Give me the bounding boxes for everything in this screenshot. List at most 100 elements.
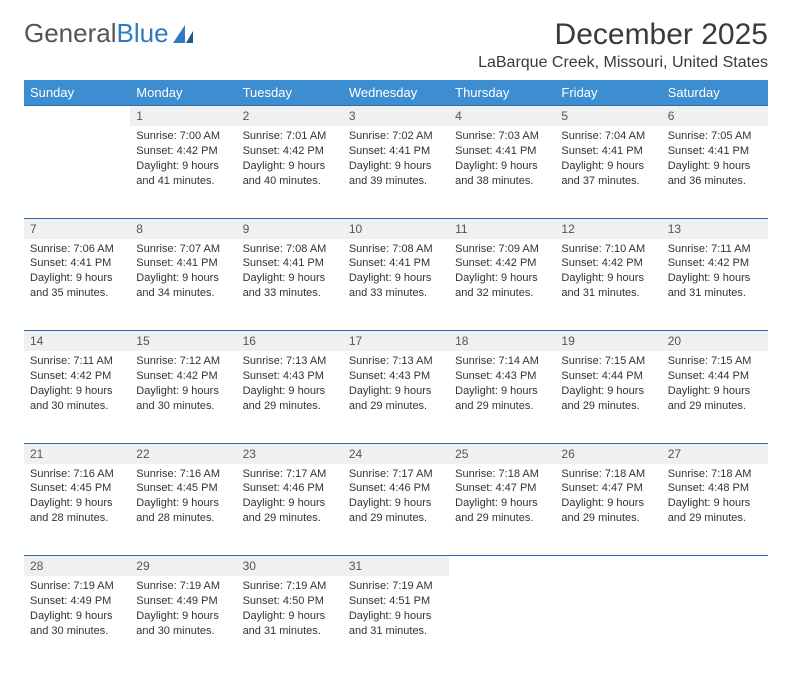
weekday-header: Wednesday bbox=[343, 80, 449, 106]
day-detail-cell: Sunrise: 7:09 AMSunset: 4:42 PMDaylight:… bbox=[449, 239, 555, 331]
daylight-text-1: Daylight: 9 hours bbox=[349, 271, 443, 286]
day-number-cell: 14 bbox=[24, 331, 130, 352]
day-number-cell: 24 bbox=[343, 443, 449, 464]
daylight-text-1: Daylight: 9 hours bbox=[136, 384, 230, 399]
day-detail-row: Sunrise: 7:16 AMSunset: 4:45 PMDaylight:… bbox=[24, 464, 768, 556]
page-header: GeneralBlue December 2025 LaBarque Creek… bbox=[24, 18, 768, 72]
sunrise-text: Sunrise: 7:15 AM bbox=[561, 354, 655, 369]
day-detail-cell bbox=[662, 576, 768, 668]
daylight-text-1: Daylight: 9 hours bbox=[349, 496, 443, 511]
day-number-cell: 21 bbox=[24, 443, 130, 464]
sunset-text: Sunset: 4:43 PM bbox=[349, 369, 443, 384]
daylight-text-1: Daylight: 9 hours bbox=[561, 384, 655, 399]
sunset-text: Sunset: 4:41 PM bbox=[30, 256, 124, 271]
sunrise-text: Sunrise: 7:10 AM bbox=[561, 242, 655, 257]
day-number-cell bbox=[662, 556, 768, 577]
daylight-text-2: and 38 minutes. bbox=[455, 174, 549, 189]
day-number-row: 123456 bbox=[24, 106, 768, 127]
daylight-text-2: and 39 minutes. bbox=[349, 174, 443, 189]
sunset-text: Sunset: 4:45 PM bbox=[136, 481, 230, 496]
daylight-text-1: Daylight: 9 hours bbox=[455, 384, 549, 399]
daylight-text-2: and 29 minutes. bbox=[455, 399, 549, 414]
daylight-text-1: Daylight: 9 hours bbox=[30, 496, 124, 511]
daylight-text-2: and 29 minutes. bbox=[349, 399, 443, 414]
sunrise-text: Sunrise: 7:16 AM bbox=[136, 467, 230, 482]
sunset-text: Sunset: 4:49 PM bbox=[136, 594, 230, 609]
daylight-text-2: and 29 minutes. bbox=[668, 511, 762, 526]
day-number-cell: 30 bbox=[237, 556, 343, 577]
daylight-text-1: Daylight: 9 hours bbox=[349, 609, 443, 624]
sunset-text: Sunset: 4:50 PM bbox=[243, 594, 337, 609]
sunset-text: Sunset: 4:41 PM bbox=[243, 256, 337, 271]
daylight-text-2: and 31 minutes. bbox=[668, 286, 762, 301]
day-number-row: 78910111213 bbox=[24, 218, 768, 239]
sunset-text: Sunset: 4:47 PM bbox=[455, 481, 549, 496]
sunset-text: Sunset: 4:43 PM bbox=[455, 369, 549, 384]
day-detail-cell: Sunrise: 7:11 AMSunset: 4:42 PMDaylight:… bbox=[24, 351, 130, 443]
day-number-cell: 5 bbox=[555, 106, 661, 127]
day-number-cell: 28 bbox=[24, 556, 130, 577]
sunrise-text: Sunrise: 7:12 AM bbox=[136, 354, 230, 369]
day-detail-cell bbox=[24, 126, 130, 218]
sunset-text: Sunset: 4:42 PM bbox=[136, 144, 230, 159]
daylight-text-2: and 31 minutes. bbox=[561, 286, 655, 301]
day-detail-cell: Sunrise: 7:02 AMSunset: 4:41 PMDaylight:… bbox=[343, 126, 449, 218]
daylight-text-1: Daylight: 9 hours bbox=[243, 609, 337, 624]
daylight-text-2: and 34 minutes. bbox=[136, 286, 230, 301]
daylight-text-1: Daylight: 9 hours bbox=[668, 159, 762, 174]
calendar-page: GeneralBlue December 2025 LaBarque Creek… bbox=[0, 0, 792, 686]
day-number-cell: 4 bbox=[449, 106, 555, 127]
daylight-text-2: and 41 minutes. bbox=[136, 174, 230, 189]
day-detail-row: Sunrise: 7:19 AMSunset: 4:49 PMDaylight:… bbox=[24, 576, 768, 668]
sunset-text: Sunset: 4:51 PM bbox=[349, 594, 443, 609]
daylight-text-1: Daylight: 9 hours bbox=[30, 271, 124, 286]
day-number-cell: 8 bbox=[130, 218, 236, 239]
daylight-text-2: and 29 minutes. bbox=[561, 511, 655, 526]
day-number-cell bbox=[555, 556, 661, 577]
weekday-header: Thursday bbox=[449, 80, 555, 106]
day-number-cell: 25 bbox=[449, 443, 555, 464]
sunset-text: Sunset: 4:41 PM bbox=[668, 144, 762, 159]
daylight-text-1: Daylight: 9 hours bbox=[561, 271, 655, 286]
calendar-body: 123456Sunrise: 7:00 AMSunset: 4:42 PMDay… bbox=[24, 106, 768, 669]
day-number-cell: 2 bbox=[237, 106, 343, 127]
brand-part1: General bbox=[24, 18, 117, 49]
day-number-cell: 12 bbox=[555, 218, 661, 239]
sail-icon bbox=[171, 23, 195, 45]
day-detail-row: Sunrise: 7:06 AMSunset: 4:41 PMDaylight:… bbox=[24, 239, 768, 331]
sunrise-text: Sunrise: 7:11 AM bbox=[668, 242, 762, 257]
daylight-text-1: Daylight: 9 hours bbox=[561, 159, 655, 174]
sunset-text: Sunset: 4:45 PM bbox=[30, 481, 124, 496]
day-detail-cell: Sunrise: 7:06 AMSunset: 4:41 PMDaylight:… bbox=[24, 239, 130, 331]
day-detail-cell: Sunrise: 7:19 AMSunset: 4:51 PMDaylight:… bbox=[343, 576, 449, 668]
day-number-cell: 19 bbox=[555, 331, 661, 352]
daylight-text-1: Daylight: 9 hours bbox=[136, 609, 230, 624]
weekday-header: Sunday bbox=[24, 80, 130, 106]
day-detail-cell: Sunrise: 7:13 AMSunset: 4:43 PMDaylight:… bbox=[343, 351, 449, 443]
day-number-cell: 6 bbox=[662, 106, 768, 127]
sunrise-text: Sunrise: 7:16 AM bbox=[30, 467, 124, 482]
daylight-text-1: Daylight: 9 hours bbox=[30, 609, 124, 624]
day-number-cell: 13 bbox=[662, 218, 768, 239]
sunrise-text: Sunrise: 7:04 AM bbox=[561, 129, 655, 144]
calendar-table: Sunday Monday Tuesday Wednesday Thursday… bbox=[24, 80, 768, 668]
day-detail-cell: Sunrise: 7:16 AMSunset: 4:45 PMDaylight:… bbox=[130, 464, 236, 556]
day-number-cell: 31 bbox=[343, 556, 449, 577]
day-detail-cell bbox=[555, 576, 661, 668]
day-number-cell: 23 bbox=[237, 443, 343, 464]
sunrise-text: Sunrise: 7:01 AM bbox=[243, 129, 337, 144]
sunset-text: Sunset: 4:48 PM bbox=[668, 481, 762, 496]
sunset-text: Sunset: 4:41 PM bbox=[136, 256, 230, 271]
sunset-text: Sunset: 4:47 PM bbox=[561, 481, 655, 496]
daylight-text-2: and 31 minutes. bbox=[349, 624, 443, 639]
sunset-text: Sunset: 4:42 PM bbox=[30, 369, 124, 384]
day-detail-cell: Sunrise: 7:11 AMSunset: 4:42 PMDaylight:… bbox=[662, 239, 768, 331]
day-detail-cell: Sunrise: 7:18 AMSunset: 4:47 PMDaylight:… bbox=[449, 464, 555, 556]
day-number-cell: 10 bbox=[343, 218, 449, 239]
day-number-cell: 7 bbox=[24, 218, 130, 239]
sunset-text: Sunset: 4:49 PM bbox=[30, 594, 124, 609]
sunrise-text: Sunrise: 7:08 AM bbox=[349, 242, 443, 257]
day-detail-cell: Sunrise: 7:18 AMSunset: 4:47 PMDaylight:… bbox=[555, 464, 661, 556]
sunrise-text: Sunrise: 7:05 AM bbox=[668, 129, 762, 144]
day-detail-row: Sunrise: 7:11 AMSunset: 4:42 PMDaylight:… bbox=[24, 351, 768, 443]
